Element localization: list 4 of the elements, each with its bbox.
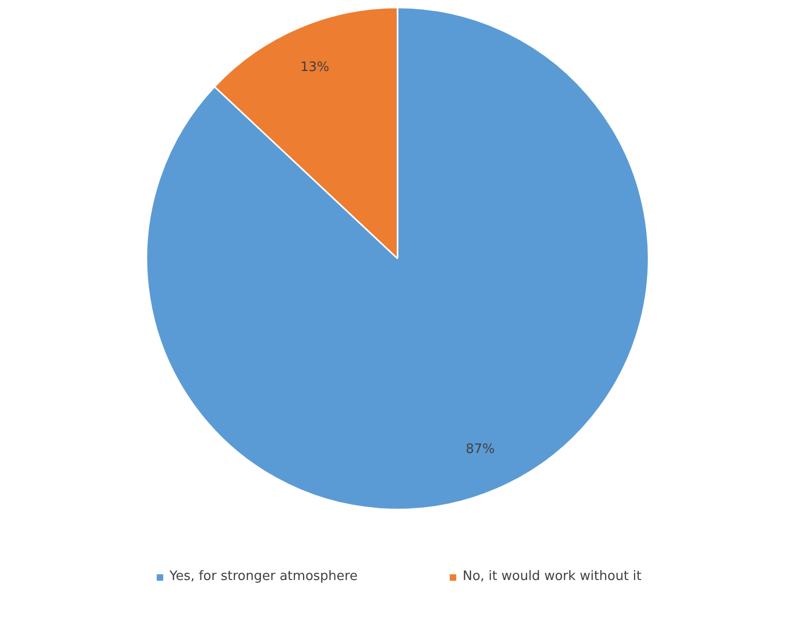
legend-label: No, it would work without it bbox=[462, 569, 642, 584]
legend-label: Yes, for stronger atmosphere bbox=[169, 569, 358, 584]
data-label: 13% bbox=[300, 60, 330, 75]
data-label: 87% bbox=[466, 442, 495, 458]
